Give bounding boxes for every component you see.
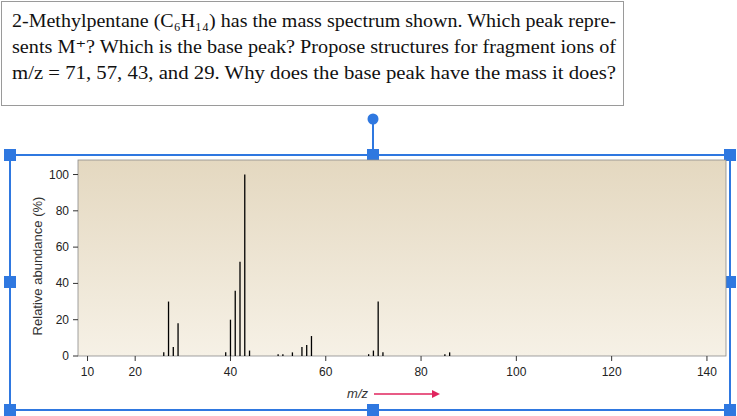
x-tick [421,356,422,361]
question-line: sents M⁺? Which is the base peak? Propos… [12,37,616,57]
plot-area [78,160,726,356]
peak [225,352,226,356]
y-tick [73,283,78,284]
resize-handle [4,276,16,288]
x-tick [611,356,612,361]
peak [230,320,231,356]
y-tick [73,356,78,357]
resize-handle [724,149,736,161]
peak [306,345,307,356]
peak [378,302,379,356]
y-tick-label: 20 [56,313,70,327]
x-tick-label: 10 [81,365,95,379]
x-tick [706,356,707,361]
y-tick-label: 40 [56,276,70,290]
y-tick-label: 60 [56,240,70,254]
question-line: m/z = 71, 57, 43, and 29. Why does the b… [12,63,616,83]
y-tick [73,247,78,248]
x-tick [516,356,517,361]
peak [168,302,169,356]
peak [282,354,283,356]
resize-handle [367,404,379,416]
x-axis-label: m/z [347,386,368,401]
page: 2-Methylpentane (C₆H₁₄) has the mass spe… [0,0,737,416]
rotate-stem [372,120,374,152]
peak [277,354,278,356]
x-tick [135,356,136,361]
bars [164,175,450,356]
x-arrowhead [432,390,440,398]
peak [449,352,450,356]
peak [311,336,312,356]
resize-handle [367,149,379,161]
x-tick-label: 40 [224,365,238,379]
peak [382,352,383,356]
y-tick-label: 80 [56,204,70,218]
x-arrow [374,393,432,395]
x-tick-label: 140 [697,365,717,379]
peak [368,354,369,356]
peak [292,352,293,356]
y-axis-label: Relative abundance (%) [30,197,45,336]
x-tick-label: 120 [602,365,622,379]
resize-handle [4,404,16,416]
peak [173,347,174,356]
y-tick [73,210,78,211]
x-tick-label: 100 [506,365,526,379]
x-tick [230,356,231,361]
y-tick-label: 100 [49,168,69,182]
y-tick-label: 0 [62,349,69,363]
question-line: 2-Methylpentane (C₆H₁₄) has the mass spe… [12,11,616,32]
peak [373,351,374,356]
x-tick-label: 20 [128,365,142,379]
peak [301,347,302,356]
peak [163,352,164,356]
y-tick [73,174,78,175]
peak [249,351,250,356]
peak [444,354,445,356]
resize-handle [4,149,16,161]
x-tick-label: 60 [319,365,333,379]
y-tick [73,319,78,320]
question-box [2,2,624,106]
x-tick [325,356,326,361]
rotate-handle [368,114,379,125]
selection-frame [10,155,730,410]
peak [239,262,240,356]
peak [177,323,178,356]
peak [244,175,245,356]
resize-handle [724,404,736,416]
peak [235,291,236,356]
x-tick [87,356,88,361]
x-tick-label: 80 [414,365,428,379]
